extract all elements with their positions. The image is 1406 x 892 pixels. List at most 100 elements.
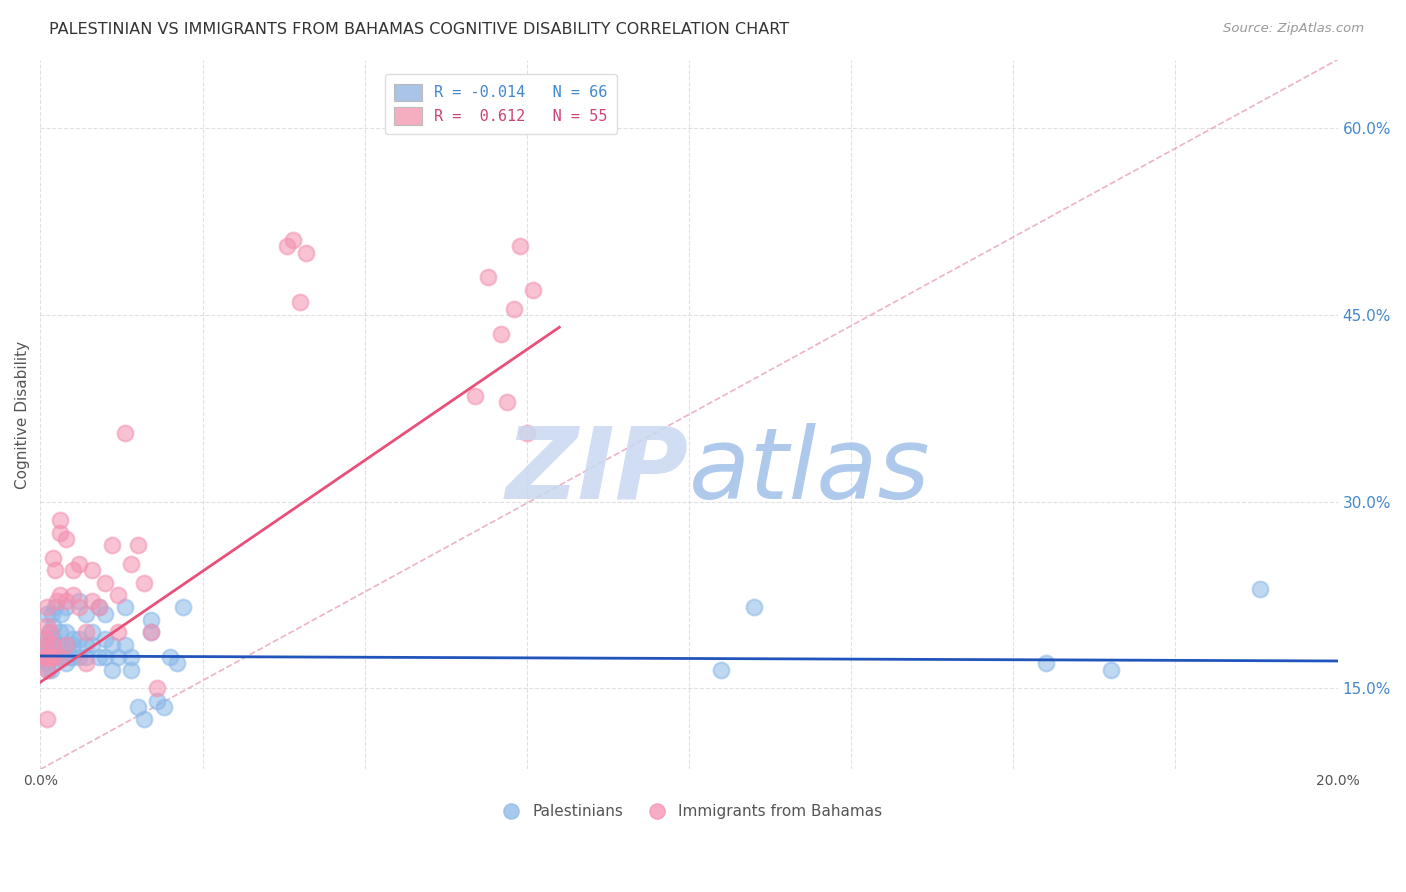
Point <box>42 550 65 565</box>
Point <box>39 638 62 652</box>
Point <box>44 650 66 665</box>
Point <box>114 638 136 652</box>
Point <box>62 638 84 652</box>
Point <box>94 607 117 621</box>
Point <box>38 625 60 640</box>
Point <box>172 600 194 615</box>
Point <box>41 663 63 677</box>
Point <box>35 657 58 671</box>
Point <box>107 588 129 602</box>
Text: ZIP: ZIP <box>506 423 689 520</box>
Point <box>146 681 169 696</box>
Point <box>87 600 110 615</box>
Point <box>56 638 79 652</box>
Point <box>94 650 117 665</box>
Point <box>67 600 90 615</box>
Point <box>114 426 136 441</box>
Point <box>100 538 122 552</box>
Point <box>75 650 97 665</box>
Point <box>94 632 117 646</box>
Point <box>134 713 156 727</box>
Point <box>522 283 544 297</box>
Point <box>55 532 77 546</box>
Point <box>42 619 65 633</box>
Point <box>62 563 84 577</box>
Point <box>62 650 84 665</box>
Point <box>288 295 311 310</box>
Point <box>34 644 56 658</box>
Point <box>1099 663 1122 677</box>
Point <box>1249 582 1271 596</box>
Point <box>55 594 77 608</box>
Point <box>67 650 90 665</box>
Point <box>134 575 156 590</box>
Point <box>120 663 142 677</box>
Point <box>75 657 97 671</box>
Point <box>477 270 499 285</box>
Point <box>139 625 162 640</box>
Point <box>67 594 90 608</box>
Point <box>120 557 142 571</box>
Point <box>35 607 58 621</box>
Point <box>509 239 531 253</box>
Point <box>32 650 55 665</box>
Point <box>32 650 55 665</box>
Point <box>35 600 58 615</box>
Point <box>44 563 66 577</box>
Point <box>49 638 72 652</box>
Point <box>46 650 69 665</box>
Point <box>166 657 188 671</box>
Point <box>44 600 66 615</box>
Point <box>49 513 72 527</box>
Point <box>45 594 67 608</box>
Text: Source: ZipAtlas.com: Source: ZipAtlas.com <box>1223 22 1364 36</box>
Point <box>52 650 75 665</box>
Point <box>55 657 77 671</box>
Point <box>35 713 58 727</box>
Point <box>516 426 538 441</box>
Point <box>42 644 65 658</box>
Point <box>87 650 110 665</box>
Point <box>276 239 298 253</box>
Point <box>39 650 62 665</box>
Point <box>34 632 56 646</box>
Point <box>295 245 318 260</box>
Point <box>51 607 73 621</box>
Point <box>742 600 765 615</box>
Point <box>38 650 60 665</box>
Point <box>42 632 65 646</box>
Y-axis label: Cognitive Disability: Cognitive Disability <box>15 341 30 489</box>
Point <box>94 575 117 590</box>
Point <box>107 650 129 665</box>
Point <box>35 619 58 633</box>
Point <box>75 625 97 640</box>
Point <box>1035 657 1057 671</box>
Point <box>49 625 72 640</box>
Point <box>489 326 512 341</box>
Point <box>710 663 733 677</box>
Point <box>45 638 67 652</box>
Point <box>35 638 58 652</box>
Point <box>41 650 63 665</box>
Point <box>35 650 58 665</box>
Point <box>82 638 104 652</box>
Point <box>62 588 84 602</box>
Point <box>82 563 104 577</box>
Point <box>41 607 63 621</box>
Point <box>35 632 58 646</box>
Point <box>503 301 526 316</box>
Point <box>139 613 162 627</box>
Point <box>49 650 72 665</box>
Point <box>49 525 72 540</box>
Point <box>35 663 58 677</box>
Point <box>39 625 62 640</box>
Point <box>55 625 77 640</box>
Point <box>464 389 486 403</box>
Point <box>37 663 59 677</box>
Point <box>62 632 84 646</box>
Point <box>146 694 169 708</box>
Point <box>120 650 142 665</box>
Point <box>82 625 104 640</box>
Point <box>67 557 90 571</box>
Point <box>100 663 122 677</box>
